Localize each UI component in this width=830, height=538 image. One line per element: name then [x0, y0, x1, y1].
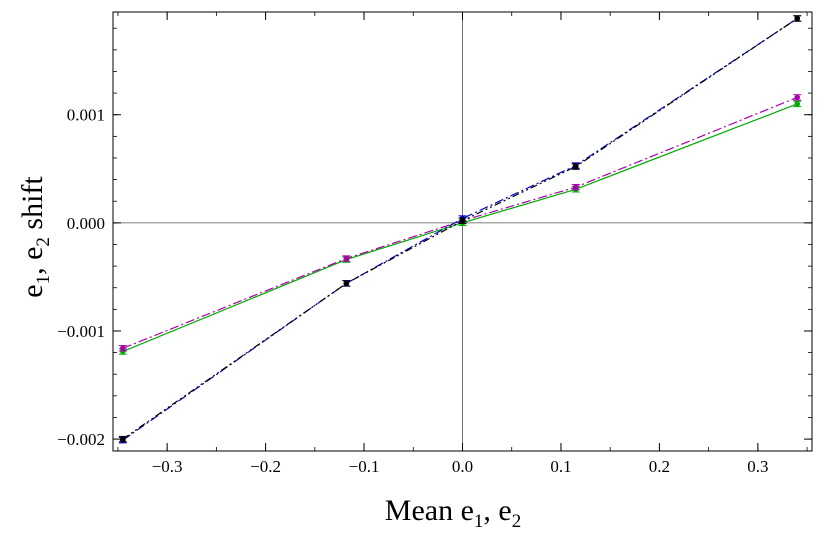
series-line	[122, 103, 798, 353]
y-tick-label: 0.000	[67, 214, 105, 233]
data-point	[120, 345, 126, 352]
y-tick-label: 0.001	[67, 106, 105, 125]
y-axis-title: e1, e2 shift	[16, 176, 54, 298]
zero-axes	[113, 12, 812, 451]
x-tick-label: 0.1	[550, 457, 571, 476]
data-point	[794, 94, 801, 101]
x-tick-label: 0.2	[649, 457, 670, 476]
data-point	[794, 15, 801, 22]
data-point	[794, 101, 801, 107]
data-point	[572, 163, 579, 170]
points-layer	[118, 15, 802, 444]
x-tick-label: −0.1	[349, 457, 380, 476]
y-tick-label: −0.002	[57, 430, 105, 449]
y-tick-label: −0.001	[57, 322, 105, 341]
x-axis-title: Mean e1, e2	[385, 494, 521, 532]
data-point	[343, 255, 350, 262]
ticks: −0.3 −0.2 −0.1 0.0 0.1 0.2 0.3 0.001 0.000 −0.001…	[57, 12, 812, 476]
series-line	[122, 18, 798, 441]
series-line	[122, 18, 798, 440]
data-point	[343, 280, 350, 287]
series-layer	[122, 18, 798, 441]
x-tick-label: 0.3	[747, 457, 768, 476]
x-tick-label: −0.2	[250, 457, 281, 476]
data-point	[120, 436, 126, 442]
data-point	[572, 184, 579, 190]
x-tick-label: −0.3	[152, 457, 183, 476]
x-tick-label: 0.0	[452, 457, 473, 476]
data-point	[459, 217, 466, 224]
